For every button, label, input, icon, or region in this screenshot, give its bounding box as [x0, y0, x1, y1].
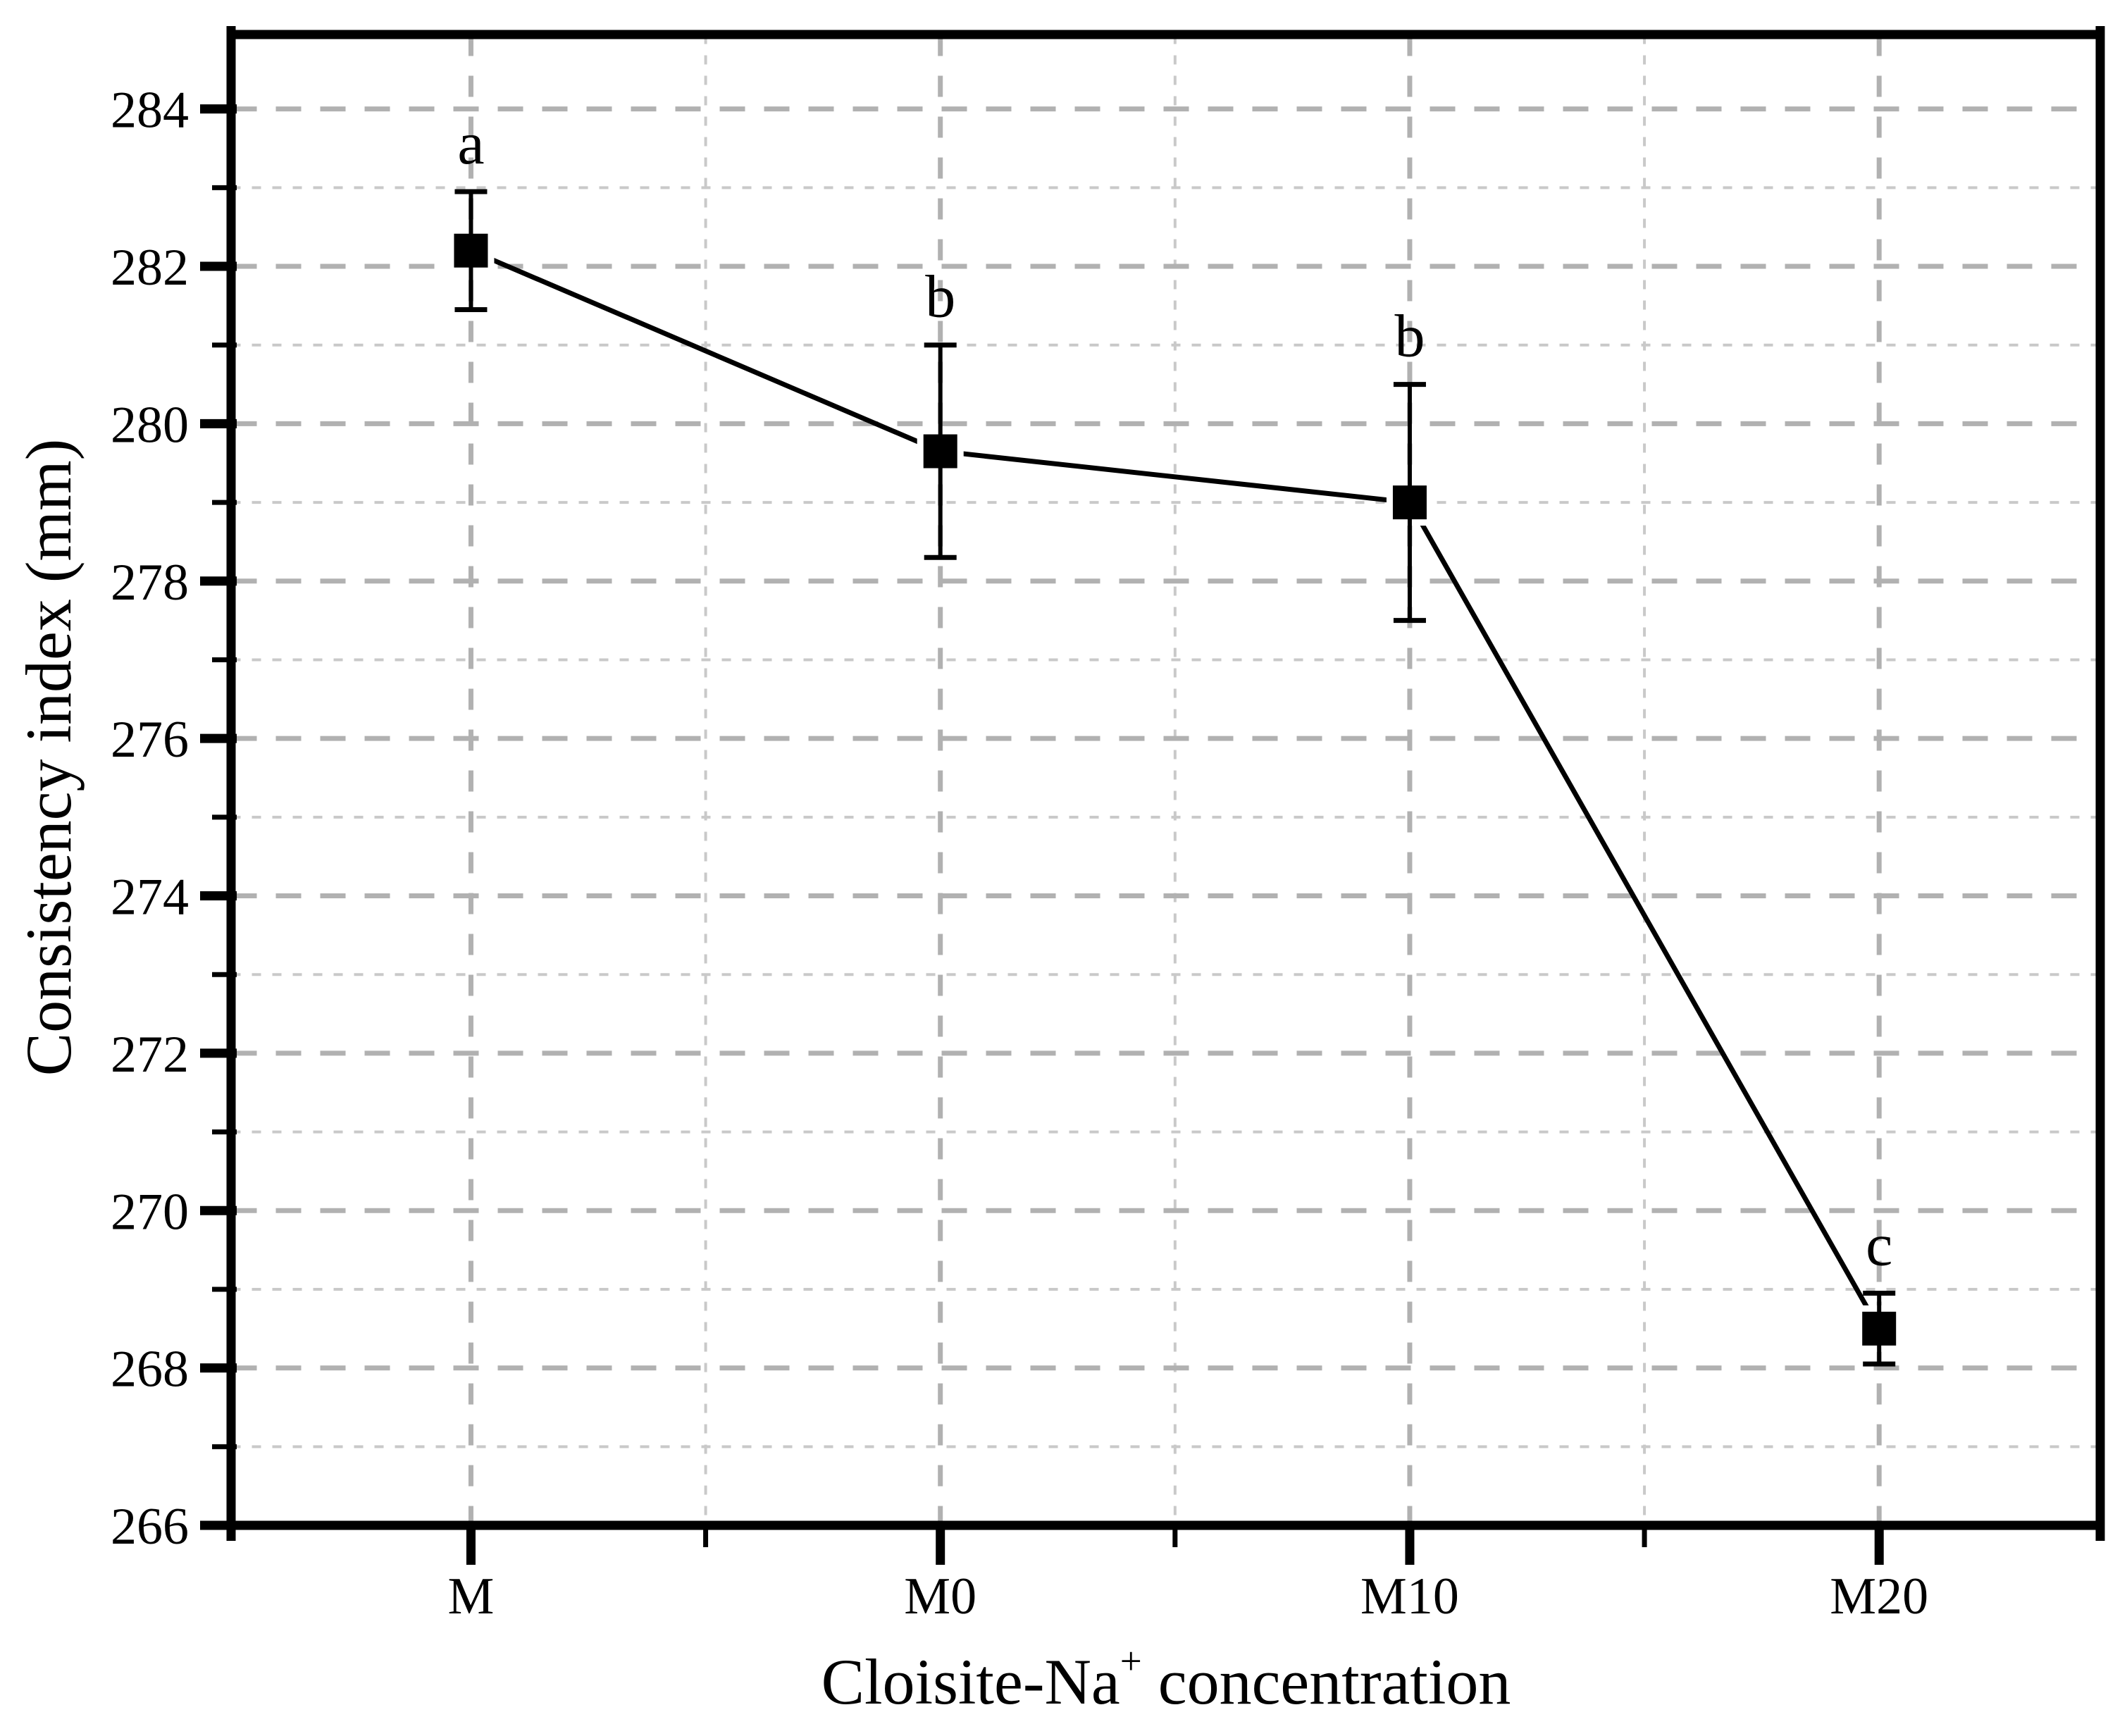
plot-frame — [226, 26, 2105, 1541]
significance-letters: a b b c — [457, 109, 1892, 1279]
y-tick-label: 282 — [111, 239, 189, 297]
y-axis-title: Consistency index (mm) — [13, 439, 85, 1077]
y-tick-label: 266 — [111, 1498, 189, 1556]
y-tick-label: 276 — [111, 711, 189, 769]
x-tick-label: M — [448, 1568, 495, 1625]
y-tick-label: 268 — [111, 1341, 189, 1399]
significance-letter: c — [1866, 1211, 1892, 1279]
y-tick-label: 272 — [111, 1026, 189, 1084]
y-tick-label: 270 — [111, 1183, 189, 1241]
x-axis-title-main: Cloisite-Na — [821, 1646, 1120, 1718]
x-tick-label: M20 — [1830, 1568, 1928, 1625]
axis-ticks — [200, 104, 1884, 1565]
data-point-marker — [1862, 1311, 1897, 1346]
x-axis-title-rest: concentration — [1142, 1646, 1511, 1718]
x-tick-label: M0 — [904, 1568, 976, 1625]
data-point-marker — [1392, 485, 1427, 520]
y-tick-label: 284 — [111, 82, 189, 140]
minor-gridlines — [231, 35, 2100, 1521]
data-line — [470, 248, 1882, 1330]
tick-labels: 266 268 270 272 274 276 278 280 282 284 M M0 M10 M20 — [111, 82, 1928, 1625]
y-tick-label: 274 — [111, 869, 189, 926]
major-gridlines — [231, 35, 2100, 1521]
data-point-marker — [923, 434, 957, 469]
x-tick-label: M10 — [1360, 1568, 1459, 1625]
significance-letter: b — [1394, 302, 1425, 370]
y-tick-label: 280 — [111, 396, 189, 454]
significance-letter: b — [925, 263, 955, 330]
data-point-marker — [454, 233, 488, 268]
data-series — [447, 189, 1903, 1367]
y-tick-label: 278 — [111, 554, 189, 612]
significance-letter: a — [457, 109, 484, 177]
x-axis-title-superscript: + — [1120, 1639, 1142, 1682]
x-axis-title: Cloisite-Na+ concentration — [821, 1639, 1511, 1718]
